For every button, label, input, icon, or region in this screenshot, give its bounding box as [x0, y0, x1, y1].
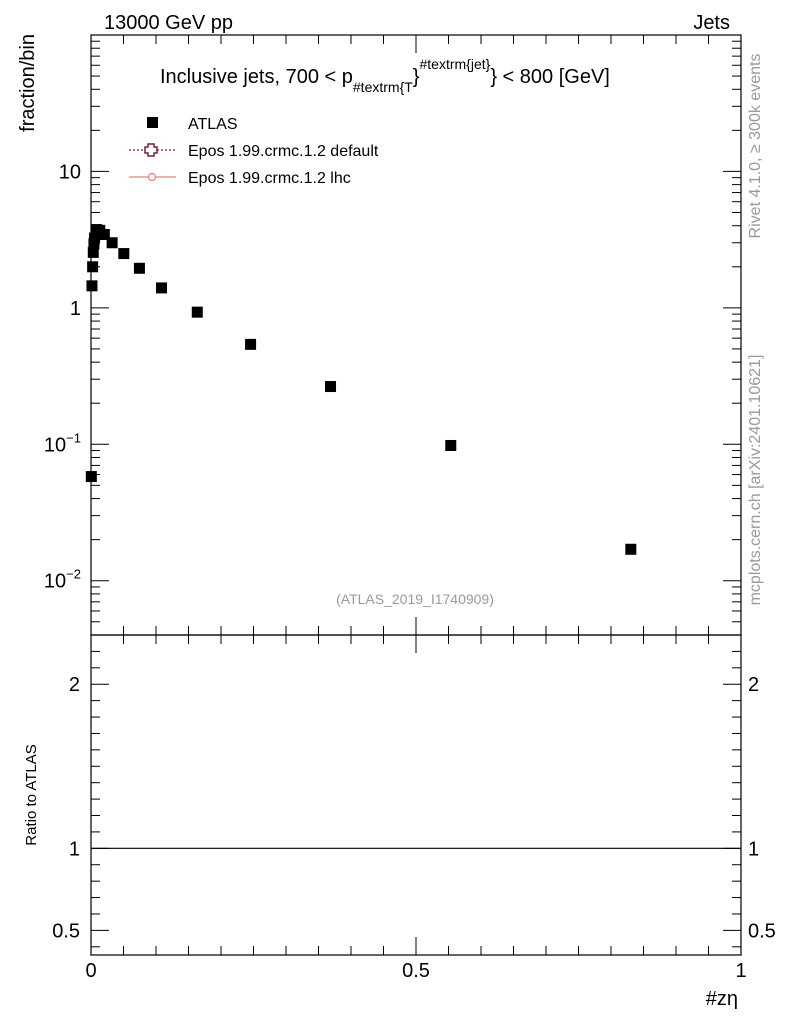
ratio-plot-frame: [90, 634, 742, 956]
main-y-tick-labels: 10−2 10−1 1 10: [44, 161, 81, 592]
atlas-data-point: [88, 238, 100, 250]
ratio-y-tick-label-right: 2: [748, 674, 759, 696]
ratio-axis-ticks: [90, 634, 742, 955]
legend-epos-default-marker: [129, 143, 176, 157]
x-tick-label: 0.5: [402, 960, 430, 982]
rivet-version-label: Rivet 4.1.0, ≥ 300k events: [747, 54, 764, 239]
analysis-id-label: (ATLAS_2019_I1740909): [336, 591, 494, 607]
atlas-data-point: [156, 282, 168, 294]
title-prefix: Inclusive jets, 700 < p: [160, 66, 353, 88]
x-axis-label: #zη: [706, 988, 738, 1010]
title-superscript: #textrm{jet}: [419, 56, 490, 72]
y-tick-label: 10−1: [44, 430, 81, 456]
atlas-data-point: [87, 246, 99, 258]
main-axis-ticks: [90, 34, 742, 636]
collision-label: 13000 GeV pp: [104, 12, 233, 34]
atlas-data-point: [625, 543, 637, 555]
atlas-data-point: [89, 232, 101, 244]
plot-title: Inclusive jets, 700 < p#textrm{T}#textrm…: [160, 56, 610, 95]
legend-epos-lhc-marker: [129, 172, 176, 182]
atlas-data-point: [133, 262, 145, 274]
x-tick-label: 0: [85, 960, 96, 982]
atlas-data-point: [98, 228, 110, 240]
title-suffix: } < 800 [GeV]: [490, 66, 610, 88]
legend: ATLAS Epos 1.99.crmc.1.2 default Epos 1.…: [129, 116, 379, 187]
atlas-data-point: [106, 237, 118, 249]
mcplots-label: mcplots.cern.ch [arXiv:2401.10621]: [747, 355, 764, 606]
title-middle: }: [413, 66, 420, 88]
atlas-data-point: [191, 306, 203, 318]
ratio-y-tick-label: 0.5: [52, 920, 80, 942]
y-tick-label: 10: [59, 161, 81, 183]
legend-atlas-marker: [147, 117, 158, 128]
process-label: Jets: [693, 12, 730, 34]
atlas-data-point: [118, 248, 130, 260]
atlas-data-point: [325, 381, 337, 393]
x-tick-labels: 0 0.5 1: [85, 960, 746, 982]
ratio-y-axis-label: Ratio to ATLAS: [23, 744, 40, 845]
ratio-y-tick-label-right: 0.5: [748, 920, 776, 942]
atlas-data-series: [85, 224, 637, 555]
legend-epos-default-label: Epos 1.99.crmc.1.2 default: [188, 143, 379, 160]
legend-epos-lhc-label: Epos 1.99.crmc.1.2 lhc: [188, 170, 351, 187]
x-tick-label: 1: [735, 960, 746, 982]
y-tick-label: 10−2: [44, 567, 81, 593]
legend-atlas-label: ATLAS: [188, 116, 238, 133]
atlas-data-point: [245, 338, 257, 350]
ratio-y-tick-labels: 0.5 0.5 1 1 2 2: [52, 674, 776, 942]
ratio-y-tick-label-right: 1: [748, 838, 759, 860]
atlas-data-point: [445, 439, 457, 451]
atlas-data-point: [85, 471, 97, 483]
y-axis-label: fraction/bin: [17, 34, 39, 132]
atlas-data-point: [87, 261, 99, 273]
ratio-y-tick-label: 2: [69, 674, 80, 696]
title-subscript: #textrm{T: [353, 79, 413, 95]
atlas-data-point: [86, 280, 98, 292]
ratio-y-tick-label: 1: [69, 838, 80, 860]
y-tick-label: 1: [70, 298, 81, 320]
